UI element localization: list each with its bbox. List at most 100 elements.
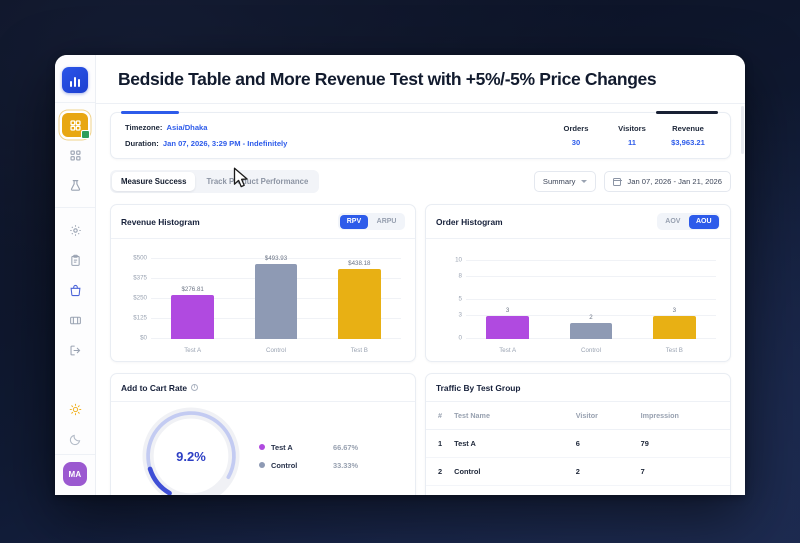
order-bar-value-2: 3 xyxy=(672,306,677,314)
legend-item-control: Control 33.33% xyxy=(259,461,405,470)
stat-visitors: Visitors 11 xyxy=(604,124,660,147)
panel-head-order: Order Histogram AOV AOU xyxy=(426,205,730,239)
order-bar-test-b: 3 xyxy=(653,255,696,339)
sidebar-item-billing[interactable] xyxy=(62,308,88,332)
stat-revenue-value: $3,963.21 xyxy=(671,138,705,147)
revenue-xlabel-0: Test A xyxy=(184,347,202,354)
logo-icon[interactable] xyxy=(62,67,88,93)
sidebar-item-settings[interactable] xyxy=(62,218,88,242)
sidebar-item-dashboard[interactable] xyxy=(62,113,90,139)
tab-group: Measure Success Track Product Performanc… xyxy=(110,170,320,193)
order-bar-value-1: 2 xyxy=(589,314,593,322)
traffic-table-header-row: # Test Name Visitor Impression xyxy=(426,402,730,430)
donut-chart: 9.2% xyxy=(135,400,247,495)
tab-row: Measure Success Track Product Performanc… xyxy=(110,170,731,193)
revenue-xlabel-2: Test B xyxy=(350,347,368,354)
panel-order-histogram: Order Histogram AOV AOU 0 3 5 8 xyxy=(425,204,731,362)
toggle-arpu[interactable]: ARPU xyxy=(376,218,397,225)
revenue-bar-rect-0 xyxy=(171,294,214,339)
stat-revenue: Revenue $3,963.21 xyxy=(660,124,716,147)
order-xlabels: Test A Control Test B xyxy=(466,347,716,354)
app-window: MA Bedside Table and More Revenue Test w… xyxy=(55,55,745,495)
legend-dot-control xyxy=(259,462,265,468)
sidebar-group-primary xyxy=(55,103,95,207)
revenue-bar-rect-2 xyxy=(338,268,381,339)
panel-head-atc: Add to Cart Rate i xyxy=(111,374,415,402)
order-bar-control: 2 xyxy=(569,255,613,339)
summary-stats: Orders 30 Visitors 11 Revenue $3,963.21 xyxy=(548,124,716,147)
sidebar-item-experiments[interactable] xyxy=(62,173,88,197)
traffic-table-body: 1 Test A 6 79 2 Control 2 7 xyxy=(426,429,730,486)
toggle-aou[interactable]: AOU xyxy=(688,214,719,229)
legend-item-test-a: Test A 66.67% xyxy=(259,443,405,452)
revenue-ytick-4: $500 xyxy=(133,254,147,262)
toggle-rpv[interactable]: RPV xyxy=(339,214,369,229)
summary-select-value: Summary xyxy=(542,177,576,186)
page-title: Bedside Table and More Revenue Test with… xyxy=(118,69,657,89)
page-header: Bedside Table and More Revenue Test with… xyxy=(96,55,745,104)
order-bar-rect-2 xyxy=(653,315,696,339)
duration-value: Jan 07, 2026, 3:29 PM - Indefinitely xyxy=(162,139,288,148)
order-metric-toggle: AOV AOU xyxy=(656,213,720,230)
donut-center-value: 9.2% xyxy=(176,448,206,464)
stat-visitors-label: Visitors xyxy=(618,124,646,133)
order-bar-test-a: 3 xyxy=(486,255,529,339)
order-ytick-3: 8 xyxy=(458,272,462,280)
revenue-bar-value-0: $276.81 xyxy=(181,285,204,293)
sidebar-item-store[interactable] xyxy=(62,278,88,302)
right-controls: Summary Jan 07, 2026 - Jan 21, 2026 xyxy=(533,171,731,192)
revenue-bar-value-2: $438.18 xyxy=(348,259,371,267)
sidebar-divider-2 xyxy=(55,207,95,208)
donut-svg xyxy=(142,407,240,495)
timezone-label: Timezone: xyxy=(125,123,163,132)
revenue-chart: $0 $125 $250 $375 $500 $276.81 xyxy=(121,249,405,355)
sun-icon[interactable] xyxy=(62,397,88,421)
table-row[interactable]: 2 Control 2 7 xyxy=(426,457,730,486)
order-ytick-4: 10 xyxy=(455,256,462,264)
duration-row: Duration: Jan 07, 2026, 3:29 PM - Indefi… xyxy=(125,139,287,148)
sidebar-item-logout[interactable] xyxy=(62,338,88,362)
revenue-ytick-2: $250 xyxy=(133,294,147,302)
sidebar: MA xyxy=(55,55,96,495)
traffic-table: # Test Name Visitor Impression 1 Test A … xyxy=(426,402,730,486)
sidebar-divider-3 xyxy=(55,454,95,455)
table-row[interactable]: 1 Test A 6 79 xyxy=(426,429,730,458)
th-visitor: Visitor xyxy=(569,402,635,430)
order-chart: 0 3 5 8 10 3 xyxy=(436,249,720,355)
revenue-xlabel-1: Control xyxy=(266,347,286,354)
tab-measure-success[interactable]: Measure Success xyxy=(112,172,196,191)
calendar-icon xyxy=(613,177,622,186)
revenue-plot: $0 $125 $250 $375 $500 $276.81 xyxy=(133,255,401,342)
order-xlabel-1: Control xyxy=(581,347,601,354)
main-content: Bedside Table and More Revenue Test with… xyxy=(96,55,745,495)
timezone-value: Asia/Dhaka xyxy=(166,123,208,132)
revenue-ytick-3: $375 xyxy=(133,274,147,282)
order-ytick-1: 3 xyxy=(458,311,462,319)
scrollbar[interactable] xyxy=(741,106,744,154)
panel-add-to-cart-rate: Add to Cart Rate i 9.2% xyxy=(110,373,416,495)
donut-legend: Test A 66.67% Control 33.33% xyxy=(253,443,405,470)
sidebar-item-reports[interactable] xyxy=(62,248,88,272)
order-plot: 0 3 5 8 10 3 xyxy=(455,255,716,342)
cell-impression: 7 xyxy=(634,457,730,486)
panel-head-revenue: Revenue Histogram RPV ARPU xyxy=(111,205,415,239)
date-range-picker[interactable]: Jan 07, 2026 - Jan 21, 2026 xyxy=(604,171,731,192)
sidebar-item-apps[interactable] xyxy=(62,143,88,167)
sidebar-divider xyxy=(55,102,95,103)
stat-visitors-value: 11 xyxy=(627,138,637,147)
date-range-value: Jan 07, 2026 - Jan 21, 2026 xyxy=(627,177,722,186)
stat-orders-label: Orders xyxy=(563,124,589,133)
order-bars: 3 2 3 xyxy=(466,255,716,339)
toggle-aov[interactable]: AOV xyxy=(665,218,681,225)
info-icon[interactable]: i xyxy=(191,384,199,391)
cell-impression: 79 xyxy=(634,429,730,458)
legend-label-control: Control xyxy=(271,460,298,470)
tab-track-product-performance[interactable]: Track Product Performance xyxy=(206,177,309,186)
scroll-body[interactable]: Timezone: Asia/Dhaka Duration: Jan 07, 2… xyxy=(96,104,745,495)
summary-select[interactable]: Summary xyxy=(533,171,597,192)
stat-orders: Orders 30 xyxy=(548,124,604,147)
moon-icon[interactable] xyxy=(62,427,88,451)
avatar[interactable]: MA xyxy=(63,462,87,486)
th-impression: Impression xyxy=(634,402,730,430)
order-xlabel-2: Test B xyxy=(665,347,683,354)
